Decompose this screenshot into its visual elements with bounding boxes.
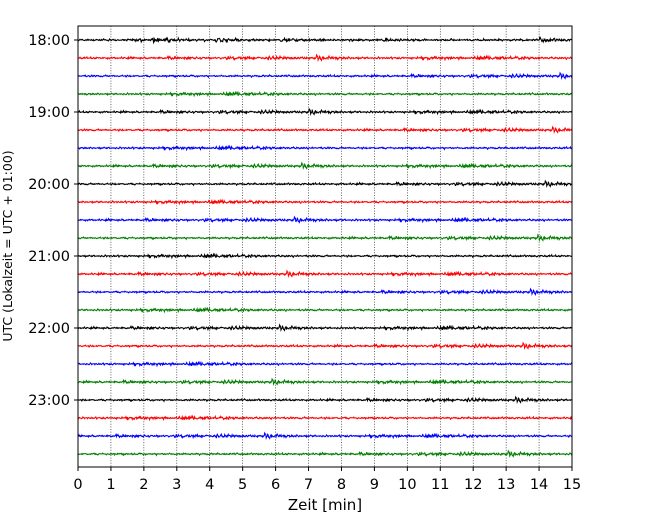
x-tick-label-14: 14 [530, 477, 548, 493]
y-axis-ticks: 18:00 19:00 20:00 21:00 22:00 23:00 [28, 33, 78, 409]
trace-20:30 [77, 215, 573, 224]
trace-22:00 [77, 323, 573, 333]
x-tick-label-4: 4 [205, 477, 214, 493]
trace-21:15 [77, 269, 573, 279]
y-axis-title: UTC (Lokalzeit = UTC + 01:00) [0, 150, 15, 341]
trace-19:00 [77, 107, 573, 117]
trace-22:30 [77, 360, 573, 368]
x-tick-label-2: 2 [139, 477, 148, 493]
y-tick-label-23:00: 23:00 [28, 393, 70, 409]
y-tick-label-19:00: 19:00 [28, 105, 70, 121]
x-tick-label-7: 7 [304, 477, 313, 493]
x-tick-label-5: 5 [238, 477, 247, 493]
y-tick-label-21:00: 21:00 [28, 249, 70, 265]
x-tick-label-10: 10 [398, 477, 416, 493]
trace-18:00 [77, 36, 573, 45]
x-tick-label-8: 8 [337, 477, 346, 493]
x-tick-label-3: 3 [172, 477, 181, 493]
x-tick-label-1: 1 [106, 477, 115, 493]
trace-23:00 [77, 395, 573, 405]
trace-21:00 [77, 252, 573, 260]
trace-22:15 [77, 341, 573, 351]
trace-20:00 [77, 179, 573, 189]
x-tick-label-6: 6 [271, 477, 280, 493]
trace-23:45 [77, 449, 573, 459]
trace-19:45 [77, 161, 573, 171]
x-tick-label-12: 12 [464, 477, 482, 493]
trace-21:30 [77, 287, 573, 297]
x-axis-title: Zeit [min] [288, 496, 362, 514]
plot-frame [77, 25, 573, 468]
trace-19:30 [77, 144, 573, 152]
trace-20:15 [77, 198, 573, 206]
trace-23:15 [77, 414, 573, 422]
x-tick-label-13: 13 [497, 477, 515, 493]
trace-18:45 [77, 90, 573, 98]
traces [77, 36, 573, 459]
trace-18:15 [77, 53, 573, 63]
y-tick-label-20:00: 20:00 [28, 177, 70, 193]
trace-19:15 [77, 125, 573, 135]
trace-23:30 [77, 431, 573, 441]
y-tick-label-18:00: 18:00 [28, 33, 70, 49]
x-tick-label-9: 9 [370, 477, 379, 493]
x-tick-label-11: 11 [431, 477, 449, 493]
x-tick-label-0: 0 [73, 477, 82, 493]
trace-20:45 [77, 233, 573, 243]
plot-background [78, 26, 572, 467]
trace-22:45 [77, 377, 573, 387]
x-axis-ticks: 0 1 2 3 4 5 6 7 8 9 10 11 12 13 14 15 [73, 467, 581, 493]
trace-21:45 [77, 306, 573, 314]
x-tick-label-15: 15 [563, 477, 581, 493]
trace-18:30 [77, 71, 573, 81]
grid-lines [110, 26, 540, 467]
y-tick-label-22:00: 22:00 [28, 321, 70, 337]
